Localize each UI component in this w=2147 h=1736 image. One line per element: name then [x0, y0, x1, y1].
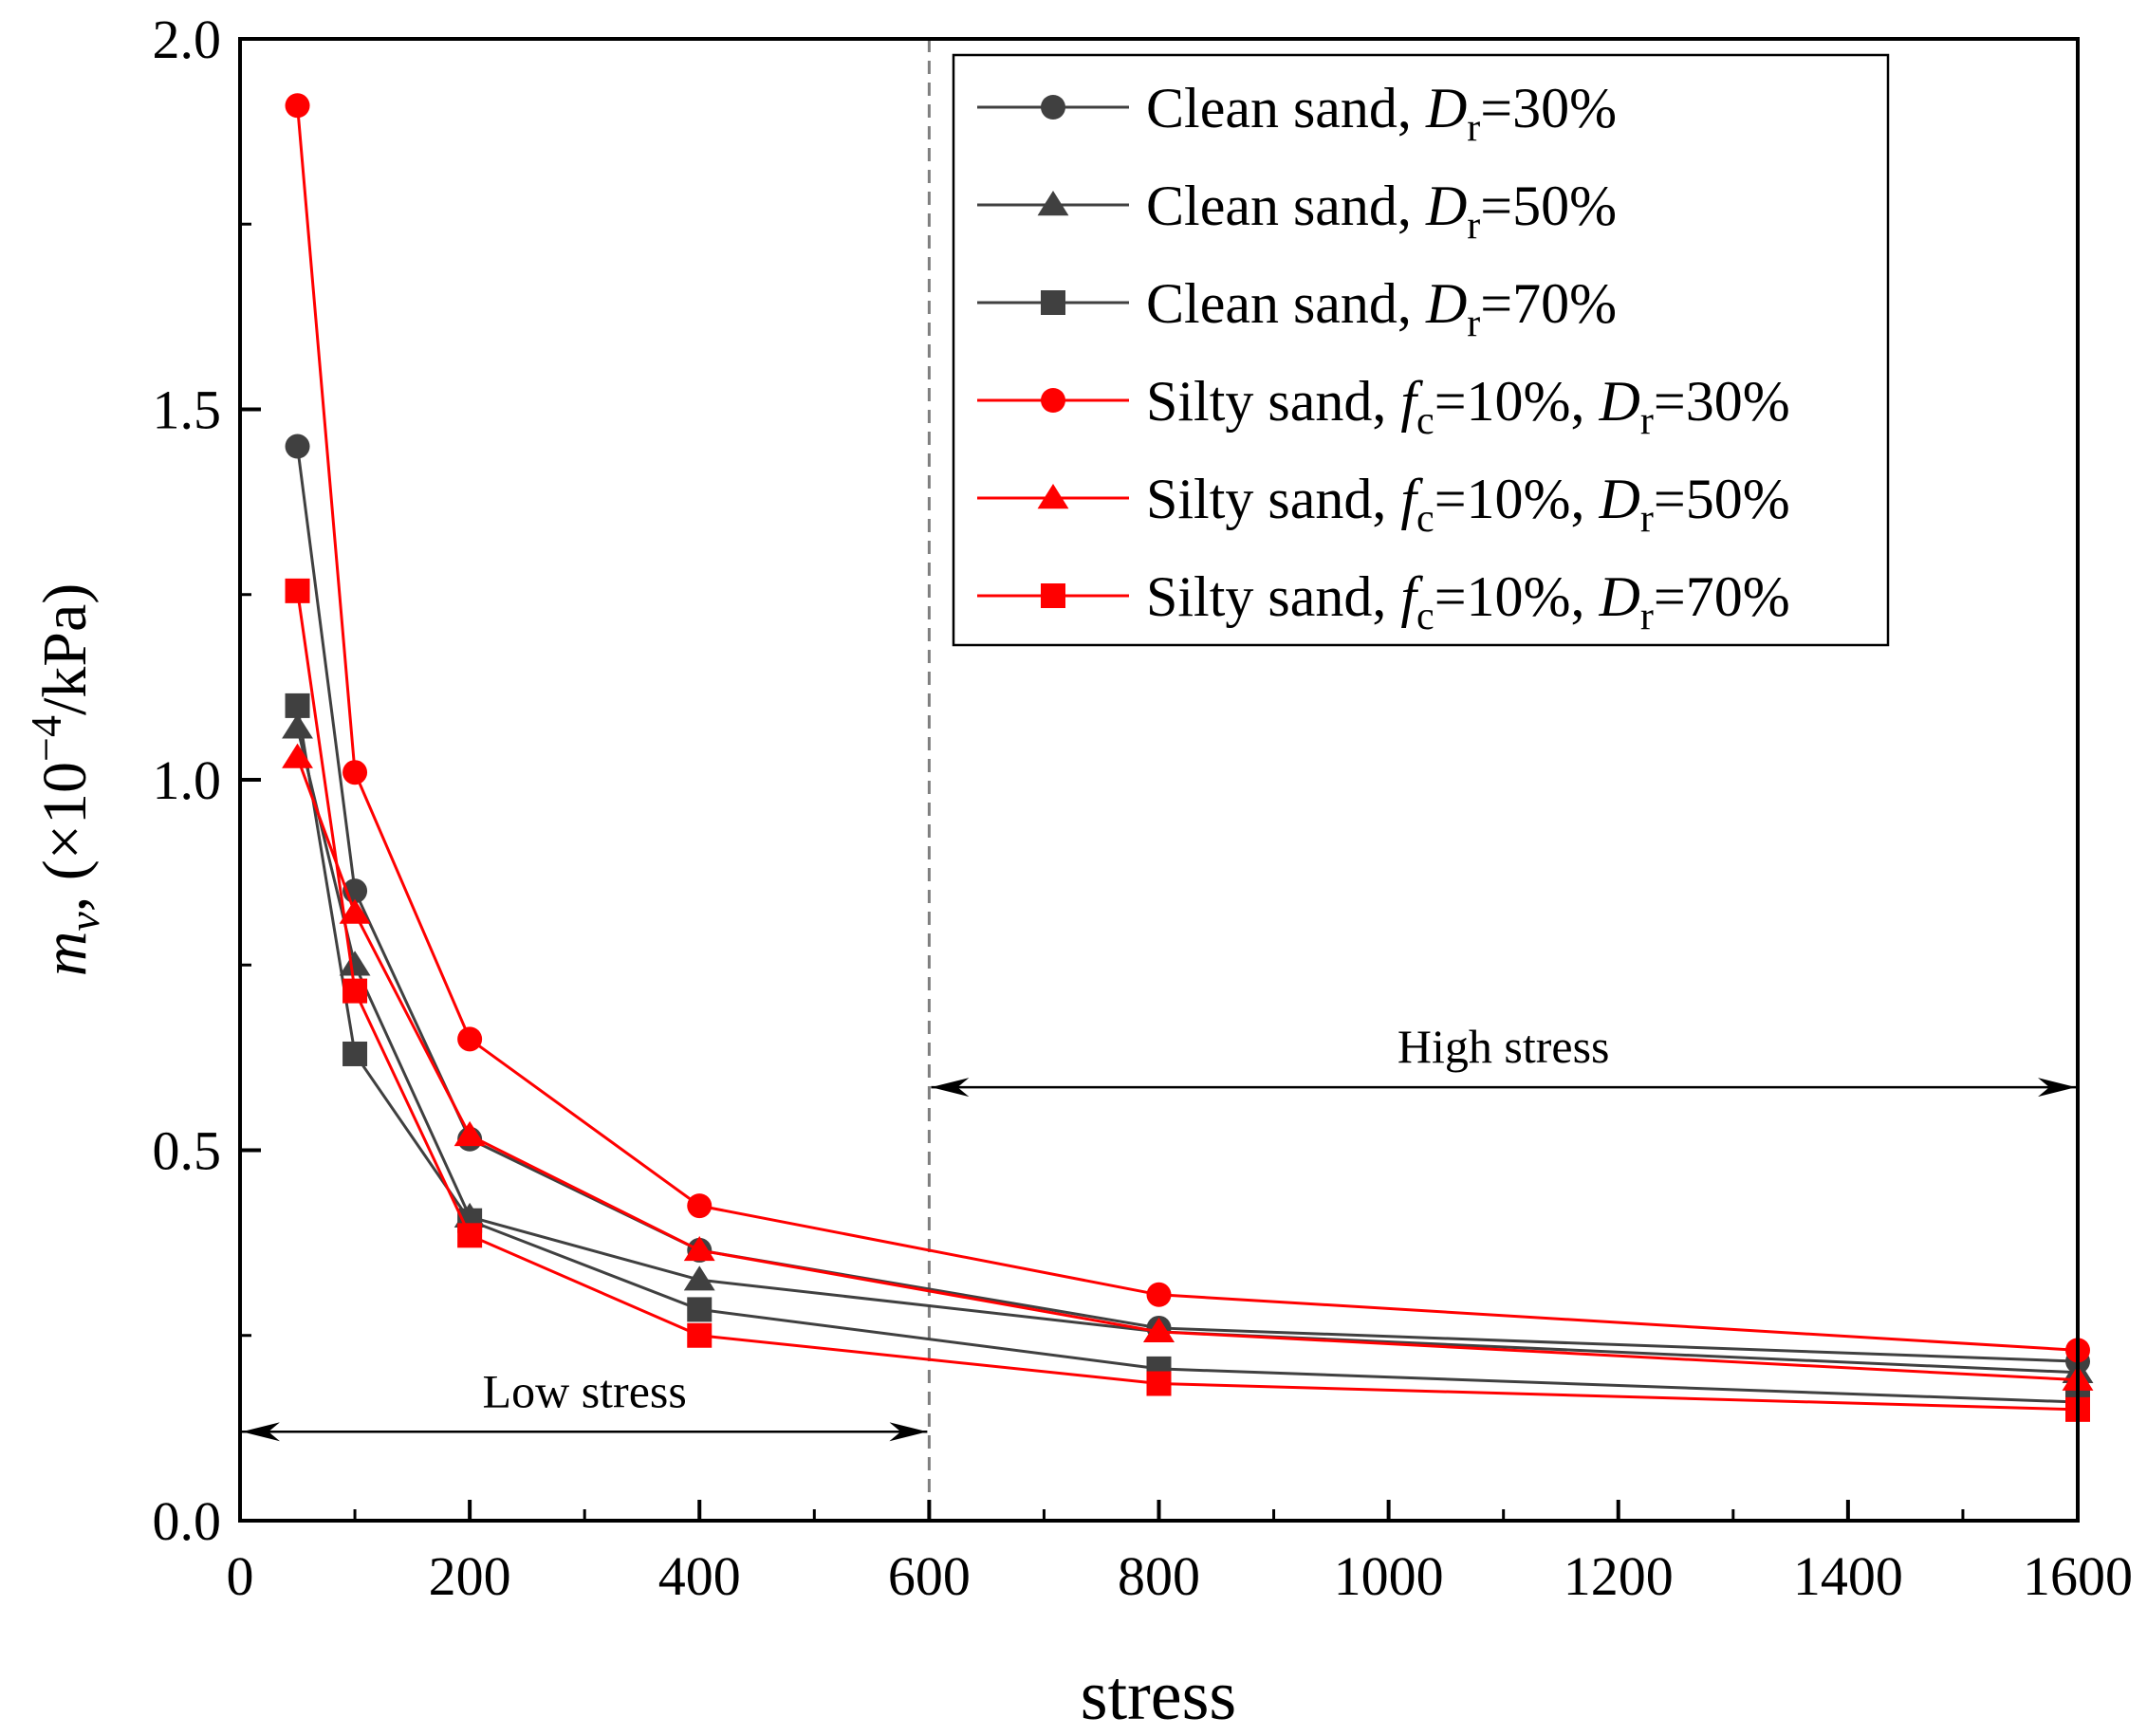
x-tick-label: 800 [1118, 1545, 1200, 1607]
y-axis-variable: m [30, 932, 100, 977]
data-point-triangle [683, 1235, 715, 1262]
data-point-square [687, 1297, 713, 1322]
data-point-circle [285, 93, 310, 119]
range-label: Low stress [483, 1364, 687, 1417]
data-point-triangle [1143, 1317, 1175, 1343]
legend: Clean sand, Dr=30% Clean sand, Dr=50% Clea… [952, 53, 1890, 647]
data-point-square [1146, 1371, 1172, 1396]
x-tick-label: 600 [888, 1545, 971, 1607]
svg-text:mv, (×10−4/kPa): mv, (×10−4/kPa) [22, 583, 108, 977]
series-line [296, 446, 2079, 1363]
y-tick-label: 0.0 [153, 1490, 222, 1552]
legend-label: Clean sand, Dr=30% [1146, 77, 1617, 150]
data-point-square [457, 1223, 483, 1248]
legend-label: Clean sand, Dr=70% [1146, 272, 1617, 345]
legend-item: Silty sand, fc=10%, Dr=50% [977, 468, 1790, 541]
series-3 [285, 693, 2090, 1415]
data-point-triangle [282, 743, 313, 768]
y-axis-variable-sub: v [60, 912, 108, 932]
y-tick-label: 1.5 [153, 379, 222, 441]
legend-label: Clean sand, Dr=50% [1146, 175, 1617, 248]
x-tick-label: 1200 [1564, 1545, 1674, 1607]
data-point-square [1041, 290, 1065, 315]
legend-item: Clean sand, Dr=30% [977, 77, 1617, 150]
data-point-triangle [282, 713, 313, 739]
legend-box [952, 53, 1890, 647]
data-point-triangle [1037, 484, 1069, 509]
data-point-circle [457, 1026, 483, 1052]
series-2 [282, 713, 2094, 1384]
y-tick-label: 2.0 [153, 9, 222, 70]
data-point-triangle [683, 1265, 715, 1291]
series-line [296, 590, 2079, 1412]
x-tick-label: 1000 [1334, 1545, 1444, 1607]
data-point-circle [285, 434, 310, 459]
series-line [296, 105, 2079, 1352]
data-point-triangle [453, 1120, 486, 1147]
data-point-square [1041, 583, 1065, 608]
series-5 [282, 743, 2094, 1391]
data-point-circle [1146, 1282, 1172, 1307]
data-point-triangle [339, 951, 371, 976]
data-point-square [687, 1322, 713, 1348]
data-point-triangle [1037, 191, 1069, 216]
data-point-circle [1041, 388, 1065, 413]
y-tick-label: 1.0 [153, 749, 222, 811]
data-point-square [285, 578, 310, 603]
x-tick-label: 200 [429, 1545, 511, 1607]
data-point-triangle [339, 898, 371, 924]
y-axis-unit-prefix: , (×10 [30, 762, 100, 912]
series-6 [285, 578, 2090, 1422]
legend-label: Silty sand, fc=10%, Dr=70% [1146, 565, 1790, 638]
x-tick-label: 1600 [2023, 1545, 2133, 1607]
x-tick-label: 1400 [1793, 1545, 1903, 1607]
legend-item: Clean sand, Dr=70% [977, 272, 1617, 345]
data-point-square [342, 1041, 368, 1066]
range-label: High stress [1397, 1020, 1610, 1073]
x-tick-label: 0 [227, 1545, 254, 1607]
data-point-circle [687, 1193, 713, 1219]
legend-item: Silty sand, fc=10%, Dr=30% [977, 370, 1790, 443]
x-tick-label: 400 [658, 1545, 741, 1607]
legend-item: Clean sand, Dr=50% [977, 175, 1617, 248]
data-point-square [285, 693, 310, 718]
y-axis-unit-exponent: −4 [22, 715, 70, 762]
x-axis-title: stress [1081, 1657, 1236, 1735]
legend-label: Silty sand, fc=10%, Dr=50% [1146, 468, 1790, 541]
legend-label: Silty sand, fc=10%, Dr=30% [1146, 370, 1790, 443]
data-point-circle [342, 760, 368, 785]
data-point-circle [1041, 95, 1065, 120]
series-line [296, 757, 2079, 1382]
data-point-square [342, 978, 368, 1004]
y-axis-title: mv, (×10−4/kPa) [22, 583, 108, 977]
y-axis-unit-suffix: /kPa) [30, 583, 100, 715]
y-tick-label: 0.5 [153, 1120, 222, 1182]
legend-item: Silty sand, fc=10%, Dr=70% [977, 565, 1790, 638]
